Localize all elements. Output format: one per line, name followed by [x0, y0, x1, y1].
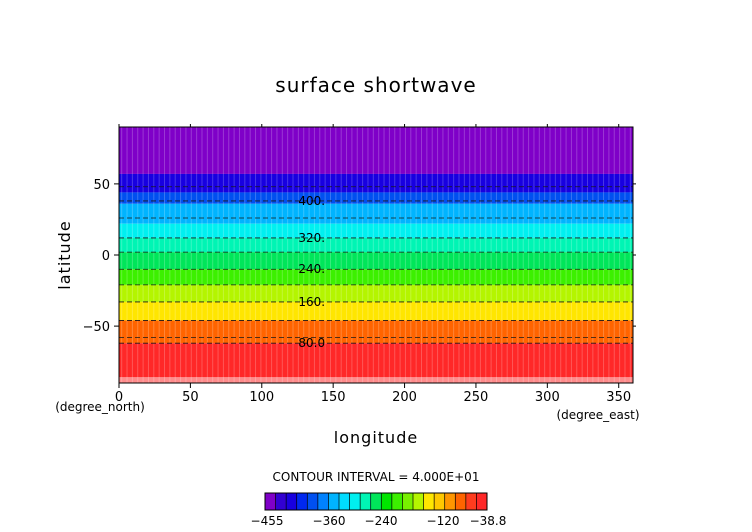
heatmap-band-12	[119, 377, 633, 383]
colorbar-label-4: −38.8	[470, 514, 507, 528]
colorbar-swatch-2	[286, 493, 298, 510]
colorbar-label-3: −120	[427, 514, 460, 528]
colorbar-swatch-0	[265, 493, 276, 510]
contour-label-1: 320.	[298, 231, 325, 245]
colorbar-swatch-13	[402, 493, 414, 510]
heatmap-band-11	[119, 343, 633, 378]
vertical-grid-lines	[121, 127, 631, 383]
x-tick-label-6: 300	[535, 390, 560, 405]
x-tick-label-4: 200	[392, 390, 417, 405]
colorbar-labels: −455 −360 −240 −120 −38.8	[251, 514, 507, 528]
colorbar-swatch-8	[349, 493, 361, 510]
heatmap-band-10	[119, 320, 633, 344]
colorbar-swatch-5	[317, 493, 329, 510]
colorbar-swatch-14	[413, 493, 424, 510]
colorbar-swatch-4	[307, 493, 319, 510]
heatmap-band-2	[119, 192, 633, 204]
colorbar-swatch-17	[444, 493, 456, 510]
heatmap-band-3	[119, 203, 633, 224]
heatmap-band-4	[119, 223, 633, 238]
contour-labels: 400. 320. 240. 160. 80.0	[298, 194, 325, 350]
chart-title: surface shortwave	[275, 73, 476, 97]
heatmap-band-5	[119, 237, 633, 253]
contour-label-2: 240.	[298, 262, 325, 276]
colorbar-swatch-1	[275, 493, 287, 510]
x-axis-label: longitude	[334, 428, 418, 447]
y-axis-label: latitude	[55, 220, 74, 289]
colorbar-swatch-9	[360, 493, 372, 510]
heatmap-band-7	[119, 269, 633, 285]
y-tick-label-0: −50	[83, 320, 110, 335]
x-tick-label-5: 250	[464, 390, 489, 405]
colorbar-swatch-6	[328, 493, 340, 510]
x-tick-label-0: 0	[115, 390, 123, 405]
heatmap-band-1	[119, 173, 633, 193]
x-tick-label-1: 50	[182, 390, 199, 405]
colorbar-frame	[264, 492, 488, 511]
heatmap-band-6	[119, 252, 633, 270]
colorbar-swatch-18	[455, 493, 467, 510]
colorbar-label-0: −455	[251, 514, 284, 528]
colorbar-swatch-19	[465, 493, 477, 510]
y-axis-ticks: −50 0 50	[83, 178, 636, 335]
heatmap-band-0	[119, 127, 633, 174]
colorbar-swatch-16	[434, 493, 446, 510]
colorbar-label-2: −240	[365, 514, 398, 528]
colorbar-swatch-11	[381, 493, 393, 510]
colorbar-swatch-3	[296, 493, 308, 510]
contour-label-3: 160.	[298, 295, 325, 309]
y-tick-label-1: 0	[102, 249, 110, 264]
contour-interval-text: CONTOUR INTERVAL = 4.000E+01	[273, 470, 480, 484]
contour-label-4: 80.0	[298, 336, 325, 350]
x-tick-label-3: 150	[321, 390, 346, 405]
x-tick-label-7: 350	[606, 390, 631, 405]
heatmap-band-9	[119, 301, 633, 321]
contour-label-0: 400.	[298, 194, 325, 208]
y-unit-label: (degree_north)	[55, 400, 145, 414]
x-unit-label: (degree_east)	[556, 408, 639, 422]
x-axis-ticks: 0 50 100 150 200 250 300 350	[115, 124, 631, 405]
colorbar-swatch-10	[370, 493, 382, 510]
x-tick-label-2: 100	[249, 390, 274, 405]
colorbar	[264, 492, 488, 511]
heatmap-bands	[119, 127, 633, 383]
colorbar-swatch-15	[423, 493, 435, 510]
colorbar-label-1: −360	[313, 514, 346, 528]
contour-lines	[119, 186, 633, 344]
y-tick-label-2: 50	[93, 178, 110, 193]
colorbar-swatch-20	[476, 493, 488, 510]
colorbar-swatch-12	[391, 493, 403, 510]
heatmap-band-8	[119, 284, 633, 302]
colorbar-swatch-7	[339, 493, 350, 510]
